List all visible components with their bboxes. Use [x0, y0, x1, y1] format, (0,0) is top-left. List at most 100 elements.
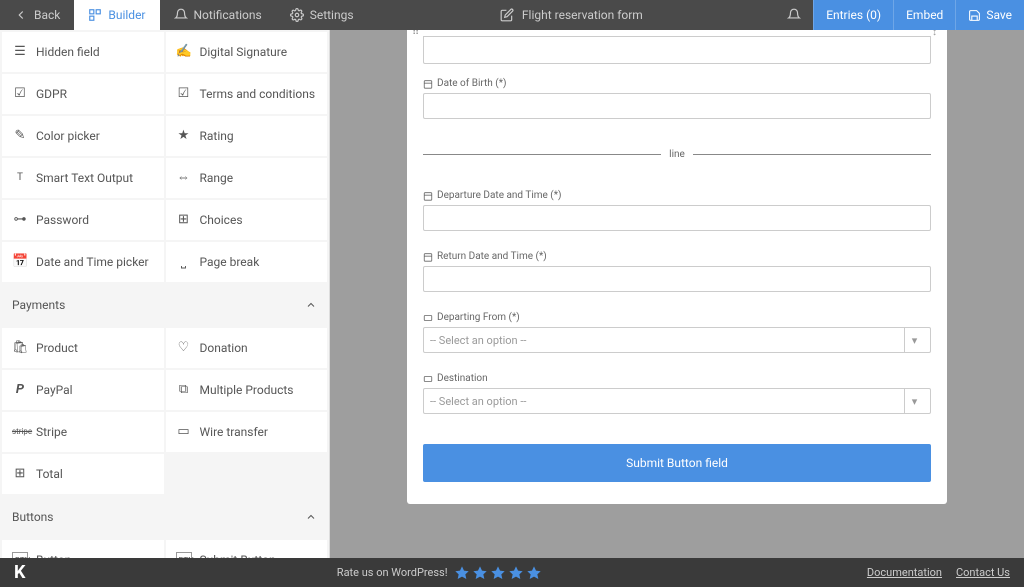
chevron-up-icon	[305, 511, 317, 523]
field-hidden[interactable]: ☰ Hidden field	[2, 32, 164, 72]
field-rating[interactable]: ★ Rating	[166, 116, 328, 156]
topbar-actions: Entries (0) Embed Save	[813, 0, 1024, 30]
field-label: Product	[36, 341, 78, 355]
field-signature[interactable]: ✍ Digital Signature	[166, 32, 328, 72]
field-donation[interactable]: ♡ Donation	[166, 328, 328, 368]
form-title-area[interactable]: Flight reservation form	[368, 8, 776, 22]
field-label: Range	[200, 171, 234, 185]
star-icon	[508, 565, 524, 581]
form-row-depart-from[interactable]: Departing From (*) -- Select an option -…	[423, 302, 931, 363]
field-label: GDPR	[36, 87, 67, 101]
builder-label: Builder	[108, 8, 145, 22]
settings-tab[interactable]: Settings	[276, 0, 368, 30]
rate-area: Rate us on WordPress!	[25, 565, 852, 581]
field-paypal[interactable]: PPayPal	[2, 370, 164, 410]
field-smarttext[interactable]: TSmart Text Output	[2, 158, 164, 198]
partial-field[interactable]: ⠿ ↕	[423, 36, 931, 64]
field-stripe[interactable]: stripe Stripe	[2, 412, 164, 452]
form-divider[interactable]: line	[423, 129, 931, 180]
builder-tab[interactable]: Builder	[74, 0, 159, 30]
select-input[interactable]: -- Select an option --▾	[423, 327, 931, 353]
field-label: Stripe	[36, 425, 67, 439]
field-range[interactable]: ⇔ Range	[166, 158, 328, 198]
star-icon	[526, 565, 542, 581]
stripe-icon: stripe	[12, 424, 28, 440]
choices-icon: ⊞	[176, 212, 192, 228]
entries-button[interactable]: Entries (0)	[813, 0, 893, 30]
field-label: Digital Signature	[200, 45, 288, 59]
calendar-icon	[423, 252, 433, 262]
form-row-destination[interactable]: Destination -- Select an option --▾	[423, 363, 931, 424]
embed-button[interactable]: Embed	[893, 0, 955, 30]
datetime-input[interactable]	[423, 266, 931, 292]
field-pagebreak[interactable]: ⎵ Page break	[166, 242, 328, 282]
field-gdpr[interactable]: ☑ GDPR	[2, 74, 164, 114]
form-row-return-dt[interactable]: Return Date and Time (*)	[423, 241, 931, 302]
chevron-left-icon	[14, 8, 28, 22]
field-button[interactable]: BTNButton	[2, 540, 164, 558]
bell-icon	[787, 8, 801, 22]
form-row-departure-dt[interactable]: Departure Date and Time (*)	[423, 180, 931, 241]
key-icon: ⊶	[12, 212, 28, 228]
field-label-row: Return Date and Time (*)	[423, 251, 931, 262]
notifications-tab[interactable]: Notifications	[160, 0, 276, 30]
chevron-down-icon: ▾	[904, 328, 924, 352]
text-icon: T	[12, 170, 28, 186]
field-label: Page break	[200, 255, 260, 269]
field-label: Total	[36, 467, 63, 481]
date-input[interactable]	[423, 93, 931, 119]
section-payments[interactable]: Payments	[0, 284, 329, 326]
submit-label: Submit Button field	[626, 456, 728, 470]
form-row-dob[interactable]: Date of Birth (*)	[423, 68, 931, 129]
star-icon: ★	[176, 128, 192, 144]
form-canvas[interactable]: ⠿ ↕ Date of Birth (*) line Departure Dat…	[330, 30, 1024, 558]
calendar-icon	[423, 79, 433, 89]
field-multiproducts[interactable]: ⧉Multiple Products	[166, 370, 328, 410]
entries-label: Entries (0)	[826, 8, 881, 22]
rating-stars[interactable]	[454, 565, 542, 581]
hidden-icon: ☰	[12, 44, 28, 60]
bag-icon: 🛍	[12, 340, 28, 356]
field-total[interactable]: ⊞Total	[2, 454, 164, 494]
docs-link[interactable]: Documentation	[867, 566, 942, 579]
label-text: Departure Date and Time (*)	[437, 190, 562, 201]
field-wiretransfer[interactable]: ▭Wire transfer	[166, 412, 328, 452]
alerts-button[interactable]	[775, 8, 813, 22]
pagebreak-icon: ⎵	[176, 254, 192, 270]
drag-handle[interactable]: ⠿	[412, 30, 422, 37]
fields-sidebar: ☰ Hidden field ✍ Digital Signature ☑ GDPR ☑…	[0, 30, 330, 558]
field-label: Hidden field	[36, 45, 100, 59]
resize-handle[interactable]: ↕	[932, 30, 942, 37]
calendar-icon: 📅	[12, 254, 28, 270]
datetime-input[interactable]	[423, 205, 931, 231]
contact-link[interactable]: Contact Us	[956, 566, 1010, 579]
field-product[interactable]: 🛍 Product	[2, 328, 164, 368]
field-label: Rating	[200, 129, 234, 143]
range-icon: ⇔	[176, 170, 192, 186]
dropdown-icon	[423, 313, 433, 323]
chevron-up-icon	[305, 299, 317, 311]
field-terms[interactable]: ☑Terms and conditions	[166, 74, 328, 114]
field-label-row: Departing From (*)	[423, 312, 931, 323]
back-button[interactable]: Back	[0, 0, 74, 30]
label-text: Date of Birth (*)	[437, 78, 506, 89]
label-text: Destination	[437, 373, 488, 384]
star-icon	[454, 565, 470, 581]
select-input[interactable]: -- Select an option --▾	[423, 388, 931, 414]
field-label: Donation	[200, 341, 248, 355]
signature-icon: ✍	[176, 44, 192, 60]
field-datetime[interactable]: 📅Date and Time picker	[2, 242, 164, 282]
section-buttons[interactable]: Buttons	[0, 496, 329, 538]
chevron-down-icon: ▾	[904, 389, 924, 413]
field-password[interactable]: ⊶Password	[2, 200, 164, 240]
field-submit[interactable]: BTNSubmit Button	[166, 540, 328, 558]
check-icon: ☑	[12, 86, 28, 102]
field-colorpicker[interactable]: ✎Color picker	[2, 116, 164, 156]
field-choices[interactable]: ⊞Choices	[166, 200, 328, 240]
settings-label: Settings	[310, 8, 354, 22]
submit-button-field[interactable]: Submit Button field	[423, 444, 931, 482]
field-label-row: Departure Date and Time (*)	[423, 190, 931, 201]
embed-label: Embed	[906, 8, 943, 22]
donation-icon: ♡	[176, 340, 192, 356]
save-button[interactable]: Save	[955, 0, 1024, 30]
